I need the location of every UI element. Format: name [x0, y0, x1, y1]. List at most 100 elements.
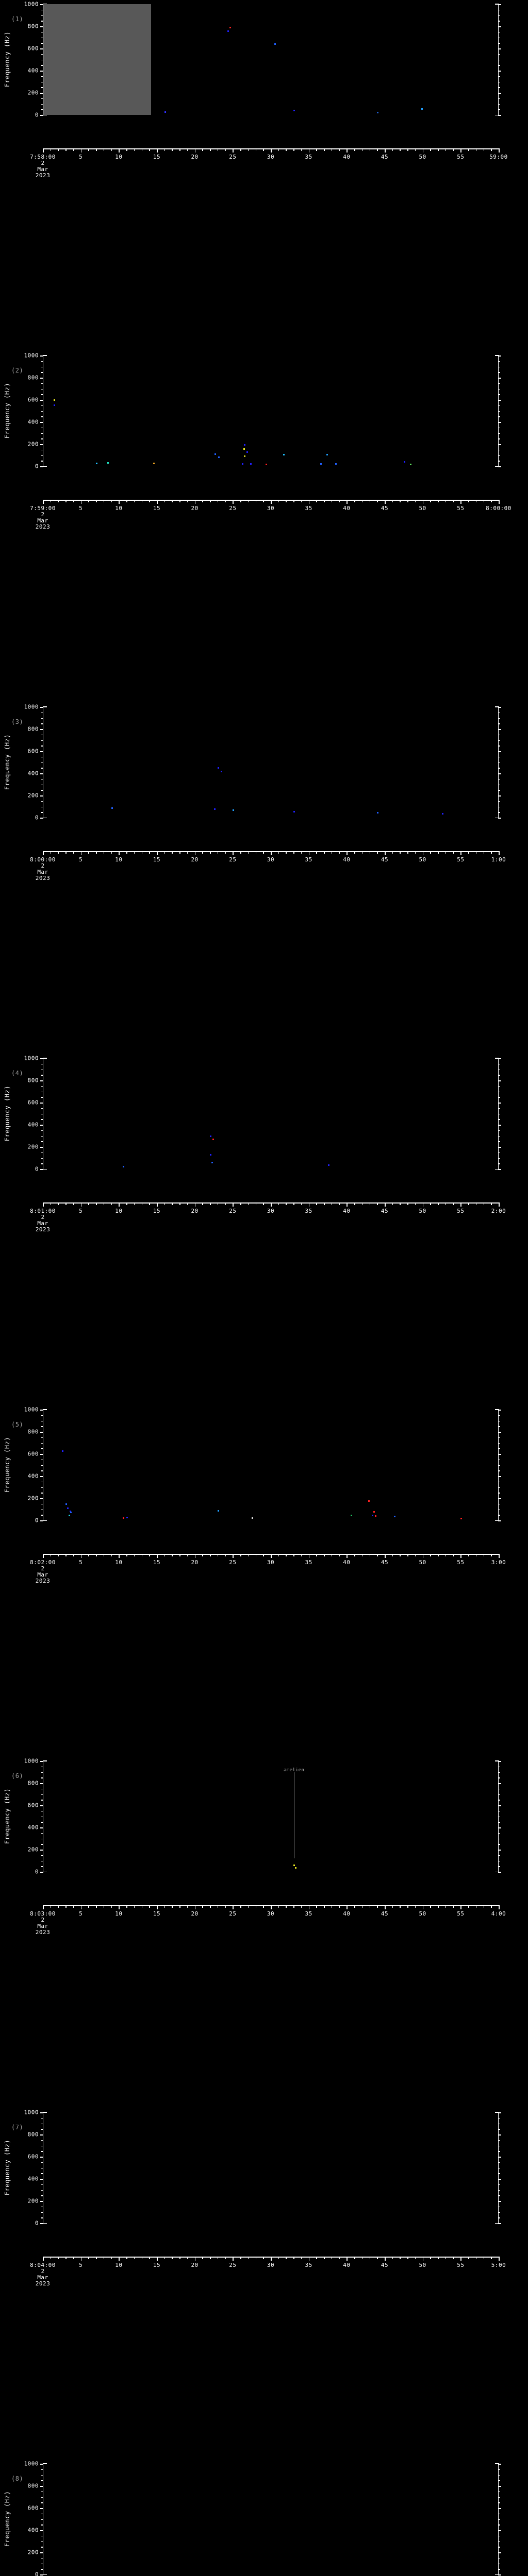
y-tick-minor	[41, 1772, 43, 1773]
x-tick-minor	[248, 1554, 249, 1556]
x-tick-minor	[134, 851, 135, 854]
x-tick-minor	[324, 1554, 325, 1556]
x-tick-minor	[491, 1554, 492, 1556]
x-tick-label: 25	[229, 2262, 237, 2268]
y-tick-major	[40, 378, 43, 379]
y-tick-minor-right	[498, 1097, 500, 1098]
plot-area[interactable]: 0 200 400 600 800 1000	[24, 1056, 501, 1172]
y-tick-major	[40, 1850, 43, 1851]
x-tick-minor	[377, 2257, 378, 2259]
x-tick-label: 55	[457, 505, 465, 512]
x-tick-minor	[126, 851, 127, 854]
x-tick-major	[346, 1905, 348, 1909]
y-tick-minor-right	[498, 1443, 500, 1444]
y-tick-minor	[41, 1470, 43, 1471]
y-tick-minor	[41, 1777, 43, 1778]
y-tick-major	[40, 2201, 43, 2202]
plot-area[interactable]: 0 200 400 600 800 1000	[24, 2110, 501, 2226]
x-tick-label: 20	[191, 1208, 199, 1214]
y-tick-label: 800	[27, 2131, 39, 2138]
y-tick-minor	[41, 2497, 43, 2498]
y-tick-minor-right	[498, 81, 500, 82]
y-tick-minor	[41, 1766, 43, 1768]
y-tick-major-right	[498, 818, 501, 819]
x-tick-label: 30	[267, 2262, 275, 2268]
y-tick-minor	[41, 361, 43, 362]
x-tick-major	[308, 2257, 310, 2261]
x-tick-minor	[187, 148, 188, 151]
plot-area[interactable]: 0 200 400 600 800 1000	[24, 2461, 501, 2576]
data-point	[265, 463, 267, 465]
y-tick-label: 200	[27, 2549, 39, 2556]
x-tick-minor	[96, 1554, 97, 1556]
x-tick-minor	[453, 500, 454, 502]
y-tick-minor	[41, 9, 43, 11]
axis-frame-segment	[494, 2112, 499, 2113]
y-tick-major-right	[498, 773, 501, 774]
y-tick-minor	[41, 1833, 43, 1834]
y-tick-minor-right	[498, 790, 500, 791]
x-tick-minor	[141, 1554, 143, 1556]
x-tick-minor	[453, 1905, 454, 1908]
x-tick-minor	[217, 148, 219, 151]
x-tick-minor	[468, 1202, 469, 1205]
y-tick-label: 800	[27, 374, 39, 381]
axis-frame-segment	[494, 1871, 499, 1872]
y-tick-minor-right	[498, 383, 500, 384]
x-tick-minor	[468, 500, 469, 502]
y-tick-minor	[41, 1443, 43, 1444]
plot-area[interactable]: 0 200 400 600 800 1000	[24, 1407, 501, 1523]
x-tick-minor	[210, 851, 211, 854]
plot-area[interactable]: 0 200 400 600 800 1000 amelien	[24, 1758, 501, 1875]
x-tick-minor	[324, 2257, 325, 2259]
x-tick-label: 40	[343, 154, 351, 160]
y-tick-minor-right	[498, 734, 500, 736]
x-tick-minor	[111, 2257, 112, 2259]
y-tick-major	[40, 71, 43, 72]
y-tick-major-right	[498, 2223, 501, 2224]
y-tick-minor	[41, 784, 43, 785]
x-tick-minor	[324, 1905, 325, 1908]
y-tick-minor-right	[498, 712, 500, 714]
y-tick-minor	[41, 1420, 43, 1421]
data-point	[244, 444, 246, 446]
y-tick-minor	[41, 2123, 43, 2124]
data-point	[393, 1516, 395, 1518]
plot-area[interactable]: 0 200 400 600 800 1000	[24, 704, 501, 821]
x-tick-minor	[172, 500, 173, 502]
x-tick-major	[80, 148, 82, 152]
x-tick-minor	[73, 500, 74, 502]
plot-area[interactable]: 0 200 400 600 800 1000	[24, 353, 501, 469]
y-tick-minor-right	[498, 1415, 500, 1416]
y-tick-minor	[41, 1481, 43, 1483]
y-tick-minor	[41, 2140, 43, 2141]
x-tick-minor	[126, 2257, 127, 2259]
panel-index-label: (6)	[11, 1772, 24, 1780]
x-tick-minor	[65, 851, 67, 854]
x-tick-minor	[111, 148, 112, 151]
y-tick-minor-right	[498, 54, 500, 55]
plot-area[interactable]: 0 200 400 600 800 1000	[24, 2, 501, 118]
x-tick-label: 15	[153, 856, 161, 863]
y-tick-minor-right	[498, 1130, 500, 1131]
x-tick-major	[233, 1202, 234, 1207]
x-tick-minor	[415, 2257, 416, 2259]
axis-frame-segment	[42, 114, 47, 115]
x-tick-major	[157, 148, 158, 152]
x-tick-minor	[164, 1202, 166, 1205]
x-tick-minor	[324, 851, 325, 854]
x-tick-major	[157, 500, 158, 504]
x-tick-major	[157, 2257, 158, 2261]
y-tick-minor	[41, 1130, 43, 1131]
x-tick-minor	[172, 1554, 173, 1556]
x-tick-minor	[407, 1554, 408, 1556]
x-tick-minor	[96, 1202, 97, 1205]
y-tick-minor-right	[498, 2206, 500, 2208]
x-tick-minor	[141, 851, 143, 854]
y-tick-minor	[41, 745, 43, 747]
y-tick-major-right	[498, 1761, 501, 1762]
data-point	[126, 1517, 128, 1519]
x-tick-minor	[286, 2257, 287, 2259]
x-tick-major	[157, 1905, 158, 1909]
chart-panel: (6) Frequency (Hz) 0 200 400 600 800 1000 amelie…	[0, 1757, 528, 1936]
